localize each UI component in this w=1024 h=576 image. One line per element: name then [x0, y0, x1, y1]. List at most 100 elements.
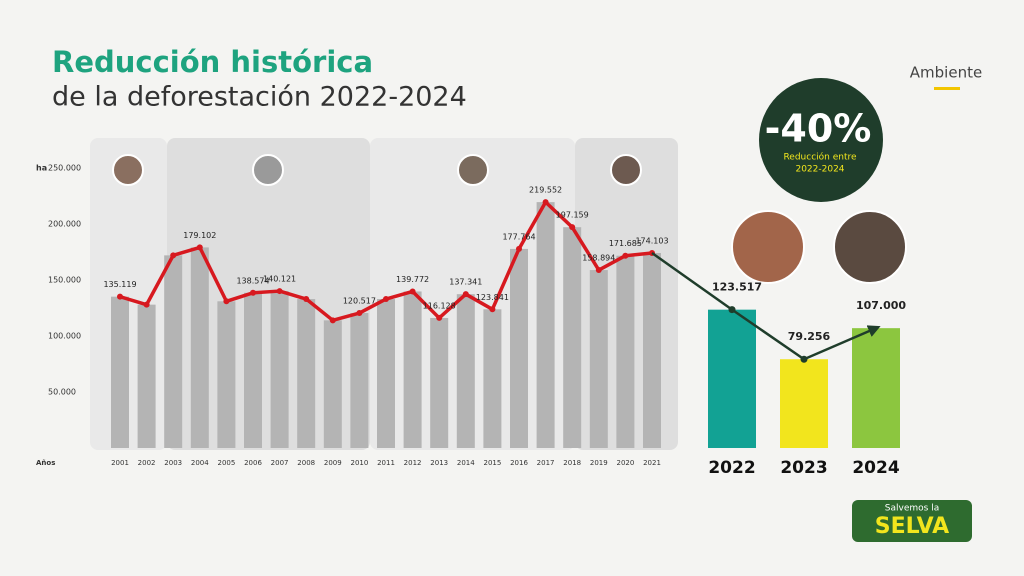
value-label: 219.552 — [529, 186, 562, 195]
line-point — [223, 298, 230, 305]
x-tick-label: 2009 — [324, 459, 342, 467]
x-tick-label: 2017 — [537, 459, 555, 467]
x-tick-label: 2006 — [244, 459, 262, 467]
value-label: 138.574 — [236, 276, 269, 285]
x-tick-label: 2002 — [138, 459, 156, 467]
value-label: 197.159 — [556, 211, 589, 220]
bar — [323, 320, 342, 448]
bar — [563, 227, 582, 448]
x-tick-label: 2007 — [271, 459, 289, 467]
badge-text: Reducción entre — [783, 152, 857, 163]
bar — [780, 359, 828, 448]
value-label: 123.517 — [712, 281, 762, 294]
value-label: 79.256 — [788, 330, 831, 343]
value-label: 107.000 — [856, 299, 906, 312]
value-label: 137.341 — [449, 278, 482, 287]
bar — [483, 309, 502, 448]
line-point — [329, 317, 336, 324]
bar — [111, 296, 129, 448]
portrait — [610, 154, 642, 186]
line-point — [409, 288, 416, 295]
portrait — [833, 210, 907, 284]
bar — [137, 304, 156, 448]
x-tick-label: 2012 — [404, 459, 422, 467]
value-label: 135.119 — [103, 280, 136, 289]
portrait — [731, 210, 805, 284]
x-tick-label: 2023 — [780, 458, 827, 478]
y-tick-label: 100.000 — [48, 332, 81, 341]
x-tick-label: 2016 — [510, 459, 528, 467]
x-tick-label: 2019 — [590, 459, 608, 467]
line-point — [383, 296, 389, 303]
y-axis-label: ha — [36, 164, 47, 173]
x-tick-label: 2018 — [563, 459, 581, 467]
line-point — [170, 252, 177, 259]
recent-trend-line — [651, 251, 881, 361]
x-tick-label: 2003 — [164, 459, 182, 467]
value-label: 174.103 — [635, 237, 668, 246]
logo: Ambiente — [910, 64, 982, 82]
bar — [270, 291, 289, 448]
x-tick-label: 2001 — [111, 459, 129, 467]
bar — [852, 328, 900, 448]
line-point — [250, 289, 256, 296]
y-tick-label: 50.000 — [48, 388, 76, 397]
portrait — [112, 154, 144, 186]
line-point — [356, 310, 363, 317]
value-label: 140.121 — [263, 275, 296, 284]
bar — [510, 248, 528, 448]
bar — [217, 301, 236, 448]
trend-point — [728, 306, 736, 314]
y-tick-label: 250.000 — [48, 164, 81, 173]
x-tick-label: 2008 — [297, 459, 315, 467]
line-point — [462, 291, 469, 298]
badge-text: 2022-2024 — [795, 165, 844, 175]
x-tick-label: 2024 — [852, 458, 899, 478]
line-point — [489, 306, 496, 313]
bar — [244, 292, 262, 448]
logo-flag — [934, 87, 960, 90]
x-tick-label: 2013 — [430, 459, 448, 467]
x-tick-label: 2010 — [350, 459, 368, 467]
line-point — [196, 244, 203, 251]
campaign-text: Salvemos la — [885, 504, 939, 514]
y-tick-label: 200.000 — [48, 220, 81, 229]
bar — [377, 299, 395, 448]
bar — [536, 202, 555, 448]
bar — [403, 291, 422, 448]
value-label: 123.841 — [476, 293, 509, 302]
line-point — [569, 224, 576, 231]
line-point — [303, 296, 310, 303]
bar — [164, 255, 183, 448]
badge — [759, 78, 883, 202]
value-label: 171.685 — [609, 239, 642, 248]
campaign-badge — [852, 500, 972, 542]
value-label: 116.128 — [423, 301, 456, 310]
line-point — [436, 314, 443, 321]
value-label: 177.764 — [502, 232, 535, 241]
line-point — [143, 301, 150, 308]
chart-title: Reducción histórica — [52, 45, 373, 79]
x-axis-label: Años — [36, 459, 55, 467]
badge-value: -40% — [765, 107, 872, 151]
value-label: 120.517 — [343, 297, 376, 306]
bar — [708, 309, 756, 448]
x-tick-label: 2015 — [483, 459, 501, 467]
portrait — [252, 154, 284, 186]
x-tick-label: 2014 — [457, 459, 475, 467]
portrait — [457, 154, 489, 186]
y-tick-label: 150.000 — [48, 276, 81, 285]
x-tick-label: 2020 — [616, 459, 634, 467]
campaign-text: SELVA — [875, 514, 949, 539]
bar — [456, 294, 475, 448]
bar — [616, 255, 635, 448]
bar — [589, 270, 608, 448]
line-point — [117, 293, 123, 300]
x-tick-label: 2022 — [708, 458, 755, 478]
line-point — [516, 245, 522, 252]
trend-point — [800, 355, 808, 363]
line-point — [622, 252, 629, 259]
bar — [643, 253, 661, 448]
bar — [297, 299, 316, 448]
